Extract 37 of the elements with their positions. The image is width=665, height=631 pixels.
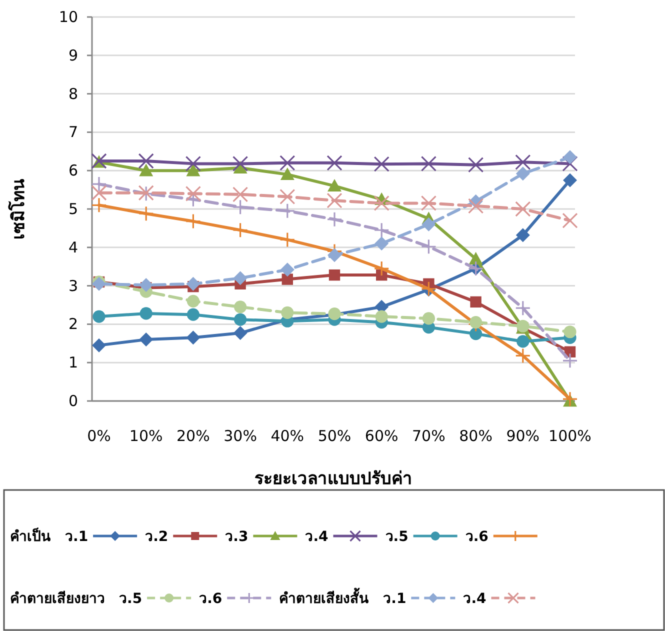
y-tick-label: 9 bbox=[68, 46, 78, 64]
x-tick-label: 100% bbox=[548, 427, 592, 445]
x-axis-title: ระยะเวลาแบบปรับค่า bbox=[254, 469, 412, 489]
x-tick-label: 50% bbox=[318, 427, 352, 445]
x-tick-label: 70% bbox=[412, 427, 446, 445]
legend-label: ว.1 bbox=[383, 591, 406, 607]
text: คำเป็น bbox=[10, 527, 51, 545]
y-axis-title: เซมิโทน bbox=[8, 178, 29, 240]
y-tick-label: 5 bbox=[68, 200, 78, 218]
y-tick-label: 0 bbox=[68, 392, 78, 410]
legend-label: ว.4 bbox=[463, 591, 487, 607]
legend-label: ว.6 bbox=[465, 529, 488, 545]
y-tick-label: 7 bbox=[68, 123, 78, 142]
x-tick-label: 40% bbox=[270, 427, 304, 445]
y-tick-label: 6 bbox=[68, 162, 78, 180]
x-tick-label: 60% bbox=[364, 427, 398, 445]
legend-label: ว.3 bbox=[225, 529, 248, 545]
text: คำตายเสียงสั้น bbox=[279, 587, 370, 607]
y-tick-label: 4 bbox=[68, 238, 78, 256]
y-tick-label: 10 bbox=[58, 8, 78, 26]
y-tick-label: 2 bbox=[68, 315, 78, 334]
y-tick-label: 3 bbox=[68, 276, 78, 295]
x-tick-label: 10% bbox=[129, 427, 163, 445]
text: คำตายเสียงยาว bbox=[10, 591, 105, 607]
x-tick-label: 90% bbox=[506, 427, 540, 445]
x-tick-label: 0% bbox=[87, 427, 111, 445]
legend-label: ว.5 bbox=[119, 591, 142, 607]
legend-label: ว.4 bbox=[305, 529, 329, 545]
legend-label: ว.6 bbox=[199, 591, 222, 607]
legend-label: ว.5 bbox=[385, 529, 408, 545]
x-tick-label: 20% bbox=[176, 427, 210, 445]
legend-label: ว.2 bbox=[145, 529, 168, 545]
legend-label: ว.1 bbox=[65, 529, 88, 545]
y-tick-label: 8 bbox=[68, 84, 78, 103]
y-tick-label: 1 bbox=[68, 354, 78, 372]
x-tick-label: 80% bbox=[459, 427, 492, 445]
x-tick-label: 30% bbox=[224, 427, 257, 445]
